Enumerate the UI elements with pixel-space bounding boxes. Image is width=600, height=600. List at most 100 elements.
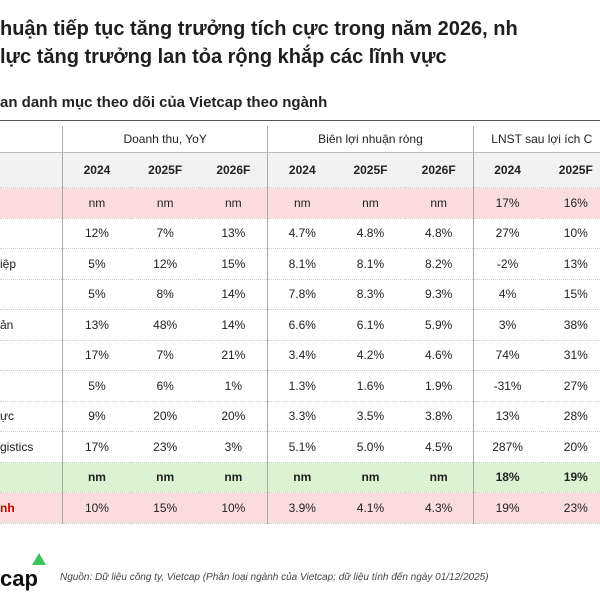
cell: -2%	[472, 248, 542, 280]
cell	[0, 126, 63, 153]
row: ực 9% 20% 20% 3.3% 3.5% 3.8% 13% 28%	[0, 401, 600, 432]
row: nm nm nm nm nm nm 18% 19%	[0, 462, 600, 493]
cell: 4.8%	[404, 218, 474, 249]
cell: 15%	[541, 279, 600, 310]
row-label	[0, 187, 63, 219]
cell: 287%	[472, 431, 542, 463]
cell: 13%	[61, 309, 131, 341]
cell: 8%	[130, 279, 200, 310]
cell: 1.9%	[404, 370, 474, 402]
cell: -31%	[472, 370, 542, 402]
cell: 5.1%	[267, 431, 337, 463]
subtitle: an danh mục theo dõi của Vietcap theo ng…	[0, 94, 328, 111]
cell: 74%	[472, 340, 542, 371]
cell: 10%	[61, 492, 131, 524]
year-header: 2024	[61, 152, 131, 188]
cell: 3%	[199, 431, 268, 463]
cell: 19%	[541, 462, 600, 493]
cell: 16%	[541, 187, 600, 219]
cell: 28%	[541, 401, 600, 432]
cell: 17%	[61, 431, 131, 463]
cell: 23%	[130, 431, 200, 463]
cell: 23%	[541, 492, 600, 524]
row: gistics 17% 23% 3% 5.1% 5.0% 4.5% 287% 20%	[0, 431, 600, 463]
title: lực tăng trưởng lan tỏa rộng khắp các lĩ…	[0, 46, 447, 68]
cell: 4.2%	[336, 340, 405, 371]
cell: 8.3%	[336, 279, 405, 310]
cell: 12%	[61, 218, 131, 249]
cell: 5.9%	[404, 309, 474, 341]
cell: nm	[404, 462, 474, 493]
separator	[0, 120, 600, 121]
cell: 27%	[541, 370, 600, 402]
cell: 14%	[199, 309, 268, 341]
cell: 9.3%	[404, 279, 474, 310]
cell: 5%	[61, 279, 131, 310]
row: 5% 6% 1% 1.3% 1.6% 1.9% -31% 27%	[0, 370, 600, 402]
cell: 3.3%	[267, 401, 337, 432]
year-header: 2024	[472, 152, 542, 188]
row-label	[0, 340, 63, 371]
year-header: 2026F	[199, 152, 268, 188]
cell: nm	[61, 462, 131, 493]
cell: 17%	[472, 187, 542, 219]
cell: nm	[61, 187, 131, 219]
cell	[0, 152, 63, 188]
row: iệp 5% 12% 15% 8.1% 8.1% 8.2% -2% 13%	[0, 248, 600, 280]
cell: nm	[404, 187, 474, 219]
cell: nm	[199, 187, 268, 219]
cell: 13%	[472, 401, 542, 432]
cell: 7%	[130, 340, 200, 371]
cell: 27%	[472, 218, 542, 249]
cell: 20%	[130, 401, 200, 432]
cell: 31%	[541, 340, 600, 371]
cell: 20%	[199, 401, 268, 432]
cell: nm	[199, 462, 268, 493]
cell: 7%	[130, 218, 200, 249]
cell: 8.1%	[336, 248, 405, 280]
table: Doanh thu, YoY Biên lợi nhuận ròng LNST sa…	[0, 126, 600, 524]
group-header: Biên lợi nhuận ròng	[267, 126, 474, 153]
cell: 15%	[199, 248, 268, 280]
logo-mark	[32, 553, 46, 565]
cell: 1%	[199, 370, 268, 402]
year-header: 2026F	[404, 152, 474, 188]
cell: 13%	[541, 248, 600, 280]
row: 5% 8% 14% 7.8% 8.3% 9.3% 4% 15%	[0, 279, 600, 310]
cell: 21%	[199, 340, 268, 371]
cell: nm	[267, 462, 337, 493]
cell: 10%	[199, 492, 268, 524]
year-header: 2025F	[130, 152, 200, 188]
cell: 3.9%	[267, 492, 337, 524]
cell: 20%	[541, 431, 600, 463]
cell: 18%	[472, 462, 542, 493]
row: 17% 7% 21% 3.4% 4.2% 4.6% 74% 31%	[0, 340, 600, 371]
cell: 4.1%	[336, 492, 405, 524]
row: nh 10% 15% 10% 3.9% 4.1% 4.3% 19% 23%	[0, 492, 600, 524]
cell: 3.4%	[267, 340, 337, 371]
cell: 12%	[130, 248, 200, 280]
cell: 10%	[541, 218, 600, 249]
row: ản 13% 48% 14% 6.6% 6.1% 5.9% 3% 38%	[0, 309, 600, 341]
row: 12% 7% 13% 4.7% 4.8% 4.8% 27% 10%	[0, 218, 600, 249]
logo: cap	[0, 566, 38, 591]
title: huận tiếp tục tăng trưởng tích cực trong…	[0, 18, 518, 40]
cell: 6%	[130, 370, 200, 402]
cell: 8.2%	[404, 248, 474, 280]
group-header: Doanh thu, YoY	[61, 126, 268, 153]
row-label: gistics	[0, 431, 63, 463]
row-label	[0, 370, 63, 402]
cell: 13%	[199, 218, 268, 249]
cell: 4.5%	[404, 431, 474, 463]
year-header: 2025F	[541, 152, 600, 188]
year-header: 2024	[267, 152, 337, 188]
cell: 4.6%	[404, 340, 474, 371]
cell: 4.7%	[267, 218, 337, 249]
cell: 6.6%	[267, 309, 337, 341]
cell: 4.8%	[336, 218, 405, 249]
row-label	[0, 462, 63, 493]
cell: 19%	[472, 492, 542, 524]
year-header: 2025F	[336, 152, 405, 188]
row-label: iệp	[0, 248, 63, 280]
cell: 7.8%	[267, 279, 337, 310]
